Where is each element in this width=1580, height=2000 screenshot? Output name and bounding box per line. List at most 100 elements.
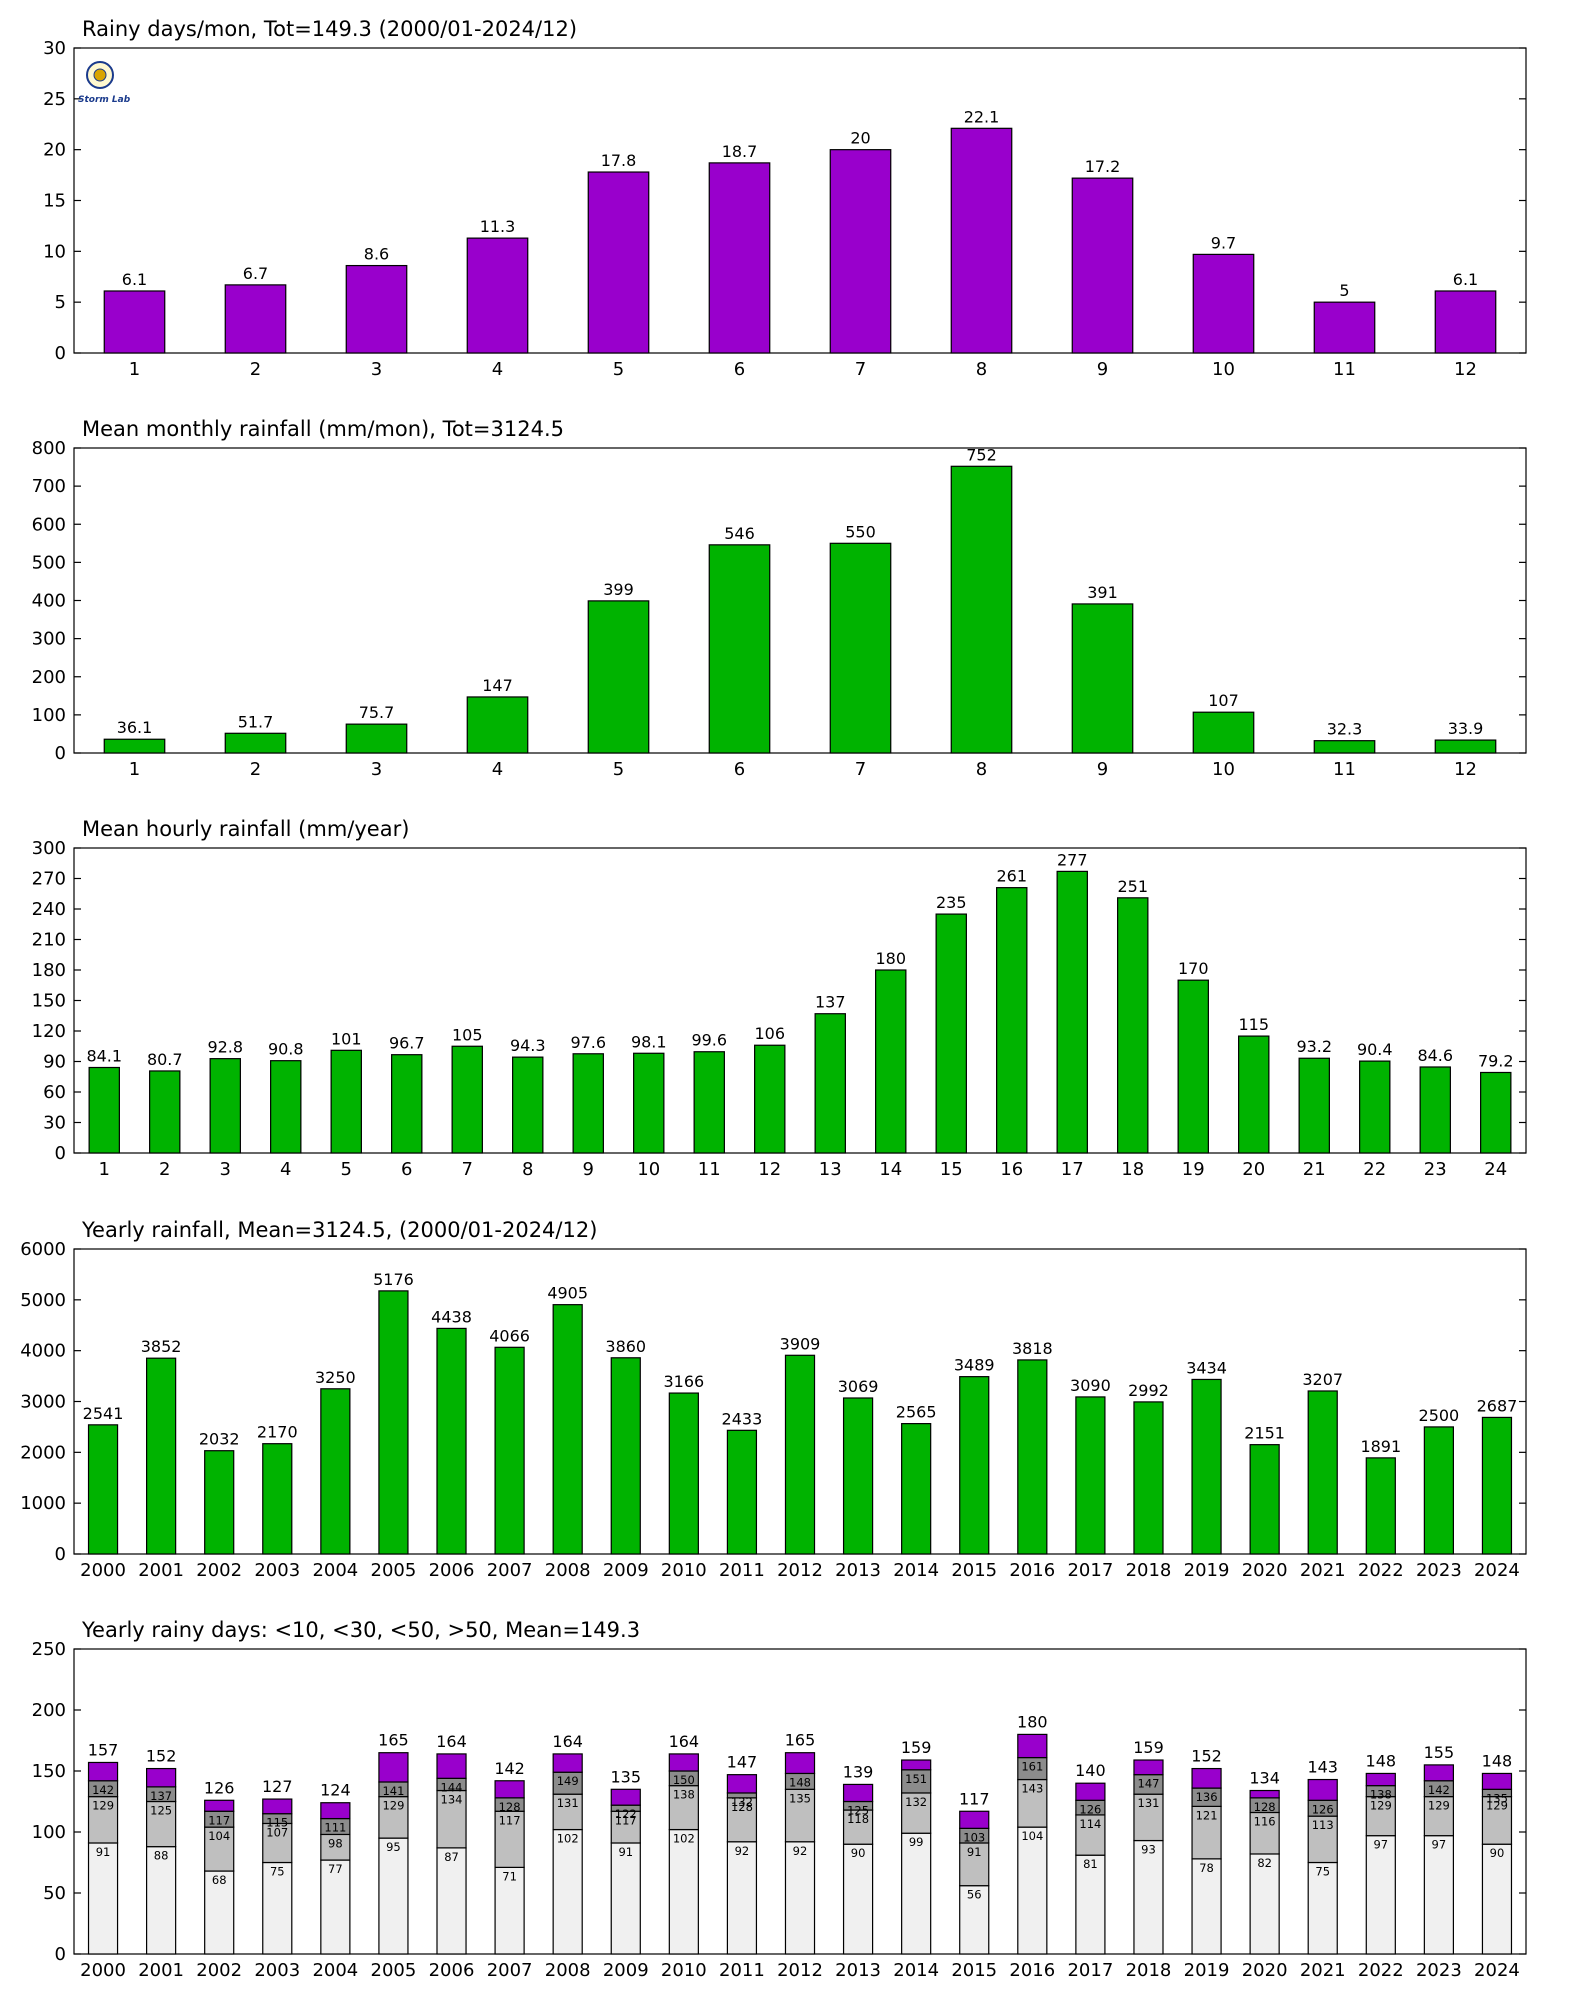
x-tick-label: 2005 [371,1960,417,1981]
x-tick-label: 2012 [777,1960,823,1981]
bar-segment-total [552,1753,583,1773]
bar-value-label: 6.1 [122,270,147,289]
bar-segment-c10 [320,1859,351,1955]
bar-segment-total [1249,1789,1280,1799]
bar-value-label: 3852 [141,1337,182,1356]
x-tick-label: 24 [1484,1159,1507,1180]
bar-segment-c30 [1423,1796,1454,1837]
bar-segment-c30 [726,1797,758,1843]
segment-label-c50: 147 [1138,1777,1160,1791]
segment-label-c10: 93 [1141,1843,1156,1857]
segment-label-c10: 88 [154,1849,169,1863]
x-tick-label: 11 [698,1159,721,1180]
x-tick-label: 4 [492,359,503,380]
bar-segment-c30 [1307,1815,1338,1864]
y-tick-label: 20 [43,140,66,161]
bar-value-label: 399 [603,580,634,599]
y-tick-label: 120 [32,1021,66,1042]
bar-segment-c10 [610,1842,641,1955]
bar [1307,1390,1338,1555]
segment-label-c50: 132 [731,1795,753,1809]
bar-segment-c10 [901,1832,932,1955]
bar [552,1304,583,1555]
x-tick-label: 2016 [1009,1960,1055,1981]
bar-value-label: 17.8 [601,151,637,170]
plot-frame [73,47,1527,354]
bar-segment-c10 [842,1843,874,1955]
bar-value-label: 106 [754,1024,785,1043]
x-tick-label: 2000 [80,1960,126,1981]
segment-label-c10: 99 [909,1835,924,1849]
y-tick-label: 25 [43,89,66,110]
segment-label-c50: 103 [963,1830,985,1844]
chart-panel-4: Yearly rainfall, Mean=3124.5, (2000/01-2… [20,1218,1527,1581]
segment-label-c30: 143 [1021,1782,1043,1796]
segment-label-c10: 77 [328,1862,343,1876]
segment-label-c30: 107 [266,1825,288,1839]
y-tick-label: 270 [32,869,66,890]
stacked-bar: 97 129 142 155 [1423,1743,1454,1955]
bar-value-label: 752 [966,445,997,464]
x-tick-label: 2017 [1067,1960,1113,1981]
x-tick-label: 2009 [603,1560,649,1581]
bar [103,738,166,754]
segment-label-c50: 115 [266,1816,288,1830]
x-tick-label: 2020 [1242,1960,1288,1981]
bar-total-label: 143 [1307,1758,1338,1777]
bar-segment-c30 [959,1842,990,1887]
bar-segment-total [784,1752,816,1775]
bar [1192,253,1255,354]
segment-label-c30: 131 [1138,1796,1160,1810]
bar-segment-total [1365,1772,1396,1787]
x-tick-label: 2004 [312,1960,358,1981]
chart-title: Mean monthly rainfall (mm/mon), Tot=3124… [82,417,564,441]
x-tick-label: 2024 [1474,1960,1520,1981]
y-tick-label: 15 [43,191,66,212]
x-tick-label: 2019 [1184,1960,1230,1981]
bar [784,1354,816,1555]
bar-segment-c10 [1133,1839,1164,1955]
bar-value-label: 94.3 [510,1036,546,1055]
bar [209,1058,241,1154]
y-tick-label: 0 [55,343,66,364]
bar [320,1388,351,1555]
segment-label-c50: 126 [1079,1802,1101,1816]
segment-label-c10: 102 [673,1832,695,1846]
bar-value-label: 75.7 [359,703,395,722]
bar-segment-c30 [204,1826,235,1872]
bar-value-label: 235 [936,893,967,912]
segment-label-c30: 104 [208,1829,230,1843]
x-tick-label: 10 [1212,359,1235,380]
x-tick-label: 2018 [1126,1560,1172,1581]
bar-segment-c30 [262,1822,293,1864]
x-tick-label: 8 [976,359,987,380]
y-tick-label: 10 [43,241,66,262]
x-axis: 1 2 3 4 5 6 7 8 9 10 11 12 [129,346,1477,380]
x-tick-label: 2002 [196,1560,242,1581]
x-tick-label: 2013 [835,1560,881,1581]
x-tick-label: 9 [583,1159,594,1180]
x-tick-label: 2013 [835,1960,881,1981]
bar-value-label: 90.8 [268,1040,304,1059]
bar-segment-total [1307,1778,1338,1801]
segment-label-c10: 97 [1373,1838,1388,1852]
bar-segment-total [378,1752,409,1783]
bar-segment-c30 [784,1788,816,1843]
x-tick-label: 8 [522,1159,533,1180]
bar [378,1290,409,1555]
x-tick-label: 12 [1454,759,1477,780]
bar-segment-c30 [842,1809,874,1845]
bar-segment-c30 [610,1810,641,1844]
bar-segment-total [204,1799,235,1812]
segment-label-c30: 118 [847,1812,869,1826]
x-tick-label: 2005 [371,1560,417,1581]
bar-value-label: 3207 [1302,1370,1343,1389]
y-tick-label: 100 [32,1822,66,1843]
bar [466,237,529,354]
bar [1238,1035,1270,1154]
bar-segment-c10 [1191,1858,1222,1955]
bar-segment-c30 [1133,1793,1164,1842]
bar-value-label: 80.7 [147,1050,183,1069]
